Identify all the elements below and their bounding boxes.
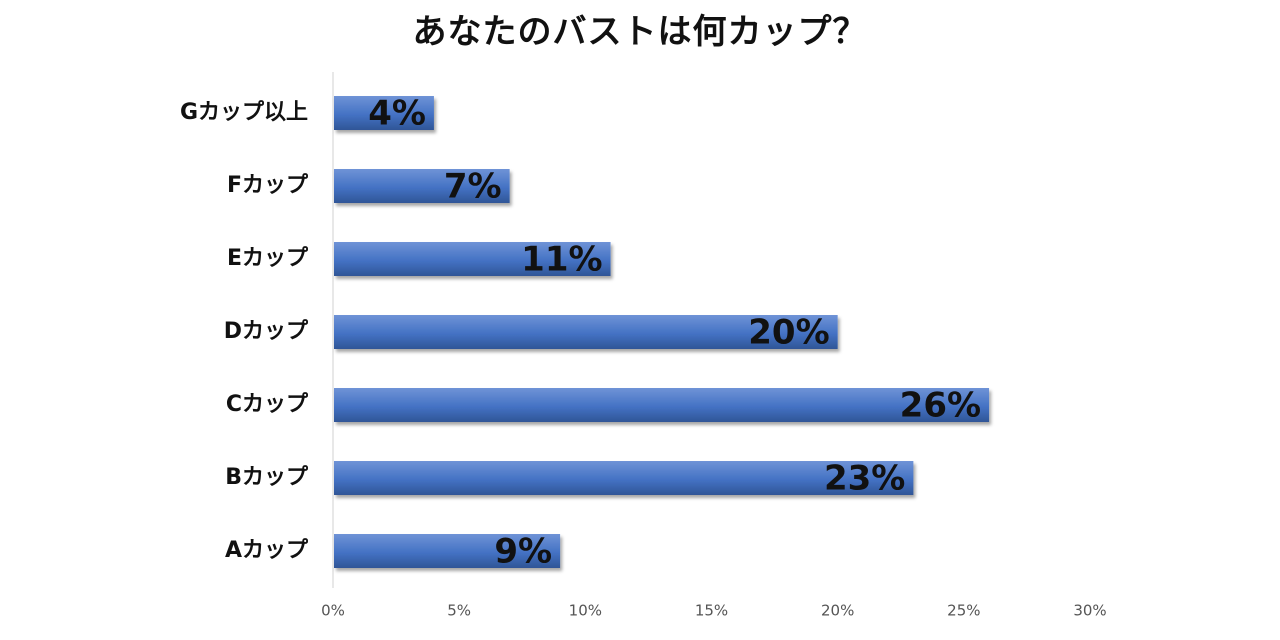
x-tick-label: 10%	[569, 602, 602, 620]
bar	[334, 96, 434, 130]
category-label: Fカップ	[227, 173, 309, 198]
category-label: Bカップ	[225, 465, 309, 490]
x-tick-label: 15%	[695, 602, 728, 620]
data-label: 7%	[444, 167, 502, 207]
bar	[334, 461, 914, 495]
bar	[334, 169, 510, 203]
bar	[334, 242, 611, 276]
x-tick-label: 30%	[1073, 602, 1106, 620]
data-label: 9%	[494, 532, 552, 572]
chart-title: あなたのバストは何カップ？	[412, 12, 868, 52]
data-label: 11%	[521, 240, 602, 280]
data-label: 4%	[368, 94, 426, 134]
category-label: Gカップ以上	[180, 100, 308, 125]
category-label: Cカップ	[226, 392, 309, 417]
bar	[334, 534, 561, 568]
data-label: 26%	[900, 386, 981, 426]
x-tick-label: 25%	[947, 602, 980, 620]
category-label: Aカップ	[225, 538, 309, 563]
x-tick-label: 0%	[321, 602, 345, 620]
bar	[334, 388, 990, 422]
data-label: 23%	[824, 459, 905, 499]
data-label: 20%	[748, 313, 829, 353]
category-label: Eカップ	[227, 246, 309, 271]
x-tick-label: 5%	[447, 602, 471, 620]
category-label: Dカップ	[224, 319, 309, 344]
x-tick-label: 20%	[821, 602, 854, 620]
bar	[334, 315, 838, 349]
